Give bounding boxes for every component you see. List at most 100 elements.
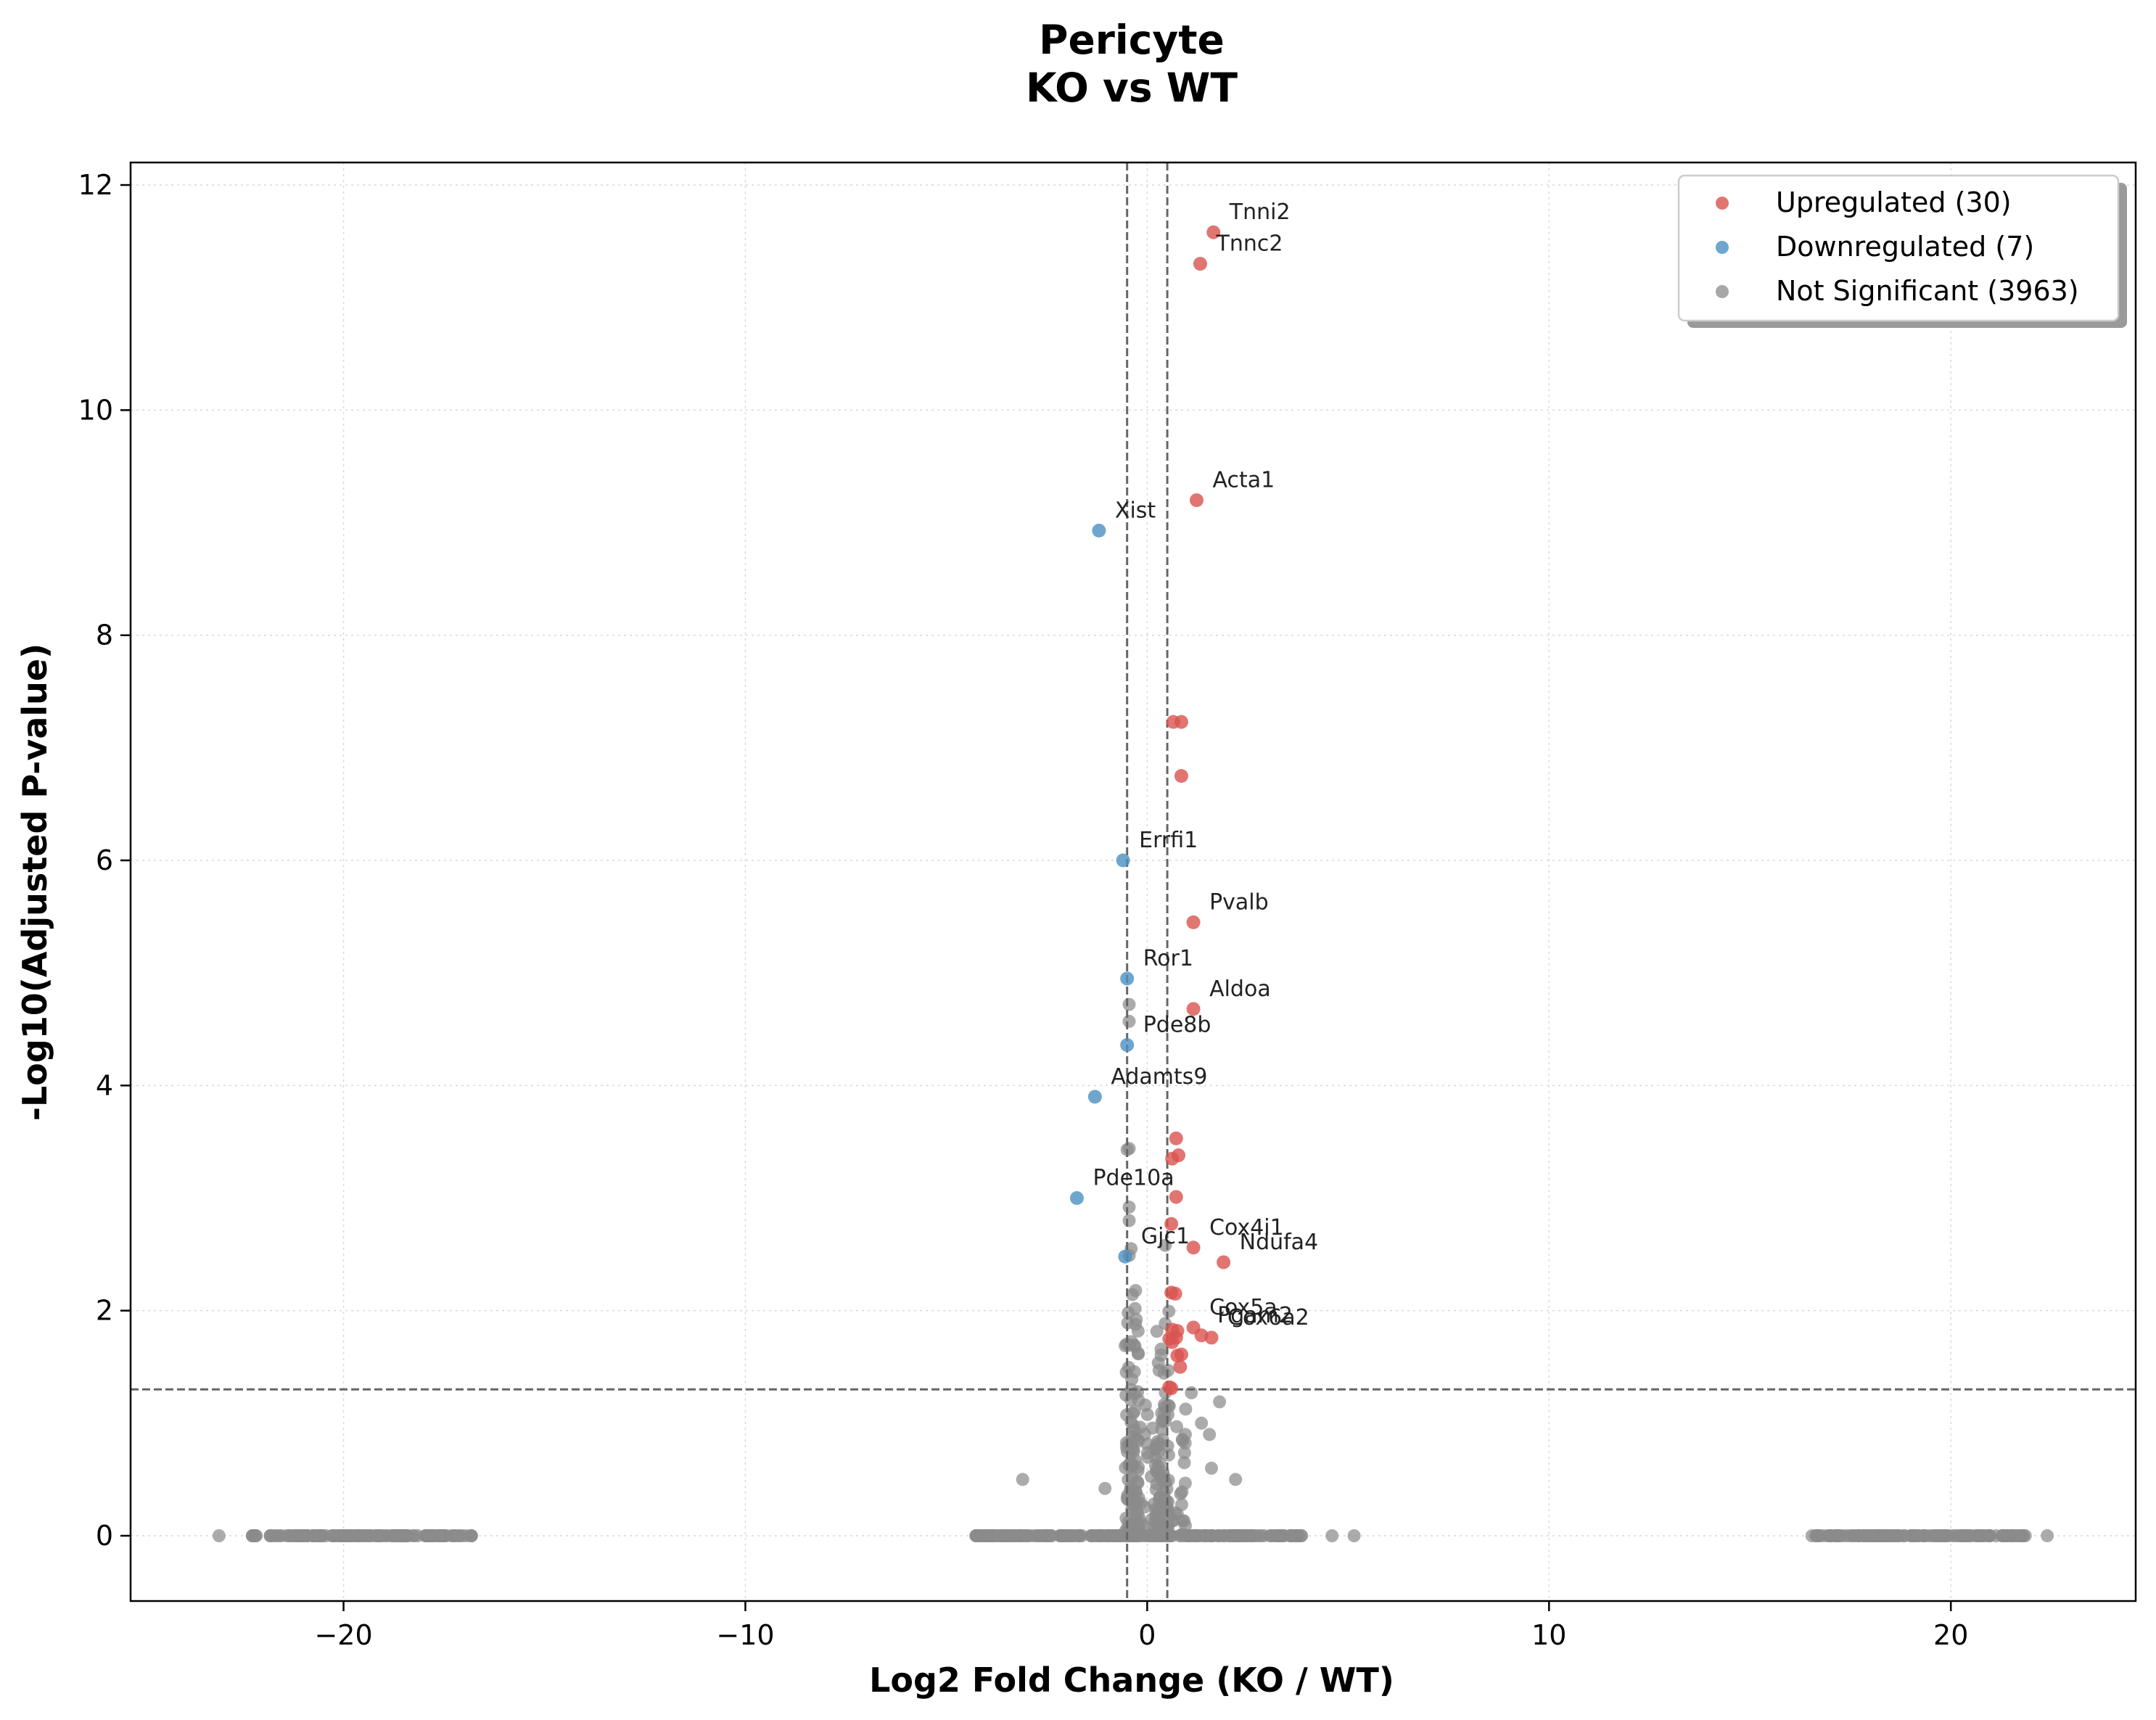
ns-point: [1179, 1428, 1192, 1441]
ns-point: [1325, 1529, 1339, 1542]
upregulated-point: [1193, 257, 1208, 271]
ns-point: [1130, 1312, 1143, 1326]
ns-point: [1277, 1529, 1291, 1542]
threshold-lines: [131, 162, 2136, 1601]
ns-point: [1211, 1529, 1225, 1542]
ns-point: [435, 1529, 448, 1542]
ns-point: [1912, 1529, 1925, 1542]
ns-point: [1203, 1428, 1217, 1441]
upregulated-point: [1168, 1286, 1182, 1301]
legend-label-ns: Not Significant (3963): [1776, 275, 2079, 307]
gene-label: Adamts9: [1111, 1064, 1207, 1090]
upregulated-point: [1174, 769, 1188, 783]
ns-point: [1090, 1529, 1103, 1542]
ns-point: [990, 1529, 1004, 1542]
x-tick-label: 10: [1531, 1619, 1566, 1651]
ns-point: [1019, 1529, 1033, 1542]
y-tick-label: 6: [96, 844, 113, 876]
downregulated-point: [1069, 1191, 1084, 1206]
plot-frame: [129, 161, 2137, 1602]
ns-point: [273, 1529, 287, 1542]
ns-point: [245, 1529, 259, 1542]
upregulated-point: [1174, 715, 1188, 729]
ns-point: [300, 1529, 314, 1542]
ns-point: [1162, 1304, 1176, 1318]
ns-point: [1122, 1214, 1136, 1227]
ns-point: [212, 1529, 226, 1542]
ns-point: [1874, 1529, 1888, 1542]
y-tick-label: 12: [78, 169, 113, 201]
ns-point: [1156, 1413, 1169, 1427]
upregulated-point: [1204, 1330, 1219, 1345]
ns-point: [1858, 1529, 1872, 1542]
ns-point: [1244, 1529, 1258, 1542]
gene-labels: Tnni2 Tnnc2 Acta1 Xist Errfi1 Pvalb Ror1 Aldoa P…: [1093, 199, 1318, 1330]
upregulated-point: [1170, 1349, 1185, 1363]
ns-point: [1133, 1420, 1147, 1434]
gene-label: Pde10a: [1093, 1166, 1174, 1191]
ns-point: [1185, 1386, 1198, 1399]
ns-point: [1150, 1325, 1164, 1338]
ns-point: [1053, 1529, 1067, 1542]
significant-points: [1069, 225, 1231, 1396]
ns-point: [1003, 1529, 1017, 1542]
ns-point: [1098, 1481, 1112, 1495]
upregulated-point: [1165, 1151, 1180, 1166]
ns-point: [974, 1529, 987, 1542]
ns-point: [361, 1529, 375, 1542]
ns-point: [395, 1529, 409, 1542]
ns-point: [465, 1529, 478, 1542]
gene-label: Pvalb: [1209, 889, 1269, 915]
ns-point: [1177, 1446, 1191, 1460]
ns-point: [1179, 1402, 1193, 1416]
upregulated-point: [1169, 1190, 1183, 1204]
upregulated-point: [1169, 1131, 1183, 1145]
downregulated-point: [1118, 1249, 1132, 1264]
ns-point: [1119, 1511, 1133, 1525]
ns-point: [292, 1529, 305, 1542]
upregulated-point: [1164, 1381, 1179, 1396]
ns-point: [1153, 1493, 1166, 1507]
ns-point: [1138, 1500, 1152, 1514]
ns-point: [1167, 1514, 1180, 1528]
gene-label: Aldoa: [1209, 976, 1271, 1002]
upregulated-point: [1164, 1217, 1179, 1231]
ns-point: [1131, 1324, 1145, 1338]
ns-point: [1188, 1529, 1201, 1542]
upregulated-point: [1173, 1359, 1188, 1374]
ns-point: [1347, 1529, 1361, 1542]
downregulated-point: [1092, 523, 1106, 538]
ns-point: [1122, 997, 1136, 1011]
gene-label: Cox5a: [1209, 1295, 1277, 1320]
chart-subtitle: KO vs WT: [1026, 65, 1238, 111]
legend-label-down: Downregulated (7): [1776, 231, 2034, 263]
ns-point: [263, 1529, 277, 1542]
ns-point: [1124, 1335, 1138, 1349]
upregulated-point: [1186, 1002, 1201, 1016]
legend-box: [1677, 174, 2120, 322]
ns-point: [1927, 1529, 1941, 1542]
ns-point: [1177, 1456, 1191, 1470]
ns-point: [1126, 1407, 1140, 1420]
upregulated-point: [1169, 1330, 1183, 1345]
upregulated-point: [1206, 225, 1221, 239]
ns-point: [1170, 1420, 1183, 1433]
ns-point: [1175, 1485, 1189, 1499]
ns-point: [1227, 1529, 1241, 1542]
downregulated-point: [1120, 1037, 1135, 1052]
legend: Upregulated (30) Downregulated (7) Not S…: [1677, 174, 2127, 328]
ns-point: [1254, 1529, 1268, 1542]
ns-point: [447, 1529, 461, 1542]
y-axis-ticks: 0 2 4 6 8 10 12: [78, 169, 131, 1552]
y-tick-label: 0: [96, 1520, 113, 1552]
gene-label: Pgam2: [1217, 1303, 1293, 1328]
gene-label: Gjc1: [1141, 1224, 1190, 1249]
gene-label: Errfi1: [1139, 828, 1198, 853]
ns-point: [1122, 1200, 1136, 1214]
ns-point: [1135, 1516, 1148, 1530]
upregulated-point: [1186, 915, 1201, 929]
ns-point: [1129, 1526, 1143, 1539]
ns-point: [1072, 1529, 1086, 1542]
gene-label: Cox4i1: [1209, 1215, 1284, 1240]
